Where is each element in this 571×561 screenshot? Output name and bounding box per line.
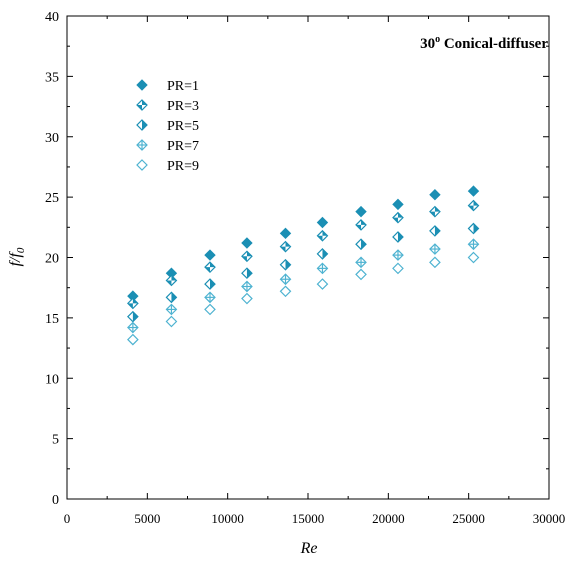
- data-point-series-4: [392, 249, 404, 261]
- data-point-series-2: [316, 229, 329, 242]
- data-point-series-3: [165, 291, 178, 304]
- legend-marker-series-3: [136, 119, 148, 131]
- data-point-series-4: [355, 256, 367, 269]
- data-point-series-2: [241, 250, 253, 263]
- legend-marker-series-4: [136, 139, 148, 151]
- y-axis-label-main: f/f: [7, 251, 24, 267]
- data-point-series-4: [467, 238, 480, 251]
- x-tick-label: 10000: [211, 511, 244, 526]
- legend-label-series-5: PR=9: [167, 159, 199, 174]
- data-point-series-5: [429, 256, 441, 269]
- data-point-series-1: [204, 249, 216, 261]
- data-point-series-5: [467, 251, 480, 264]
- chart-title: 30o Conical-diffuser: [420, 34, 548, 52]
- data-point-series-2: [204, 261, 216, 274]
- legend-label-series-4: PR=7: [167, 139, 199, 154]
- data-point-series-5: [279, 285, 292, 298]
- y-axis-label-subscript: 0: [15, 247, 27, 253]
- y-tick-label: 35: [45, 70, 59, 85]
- data-point-series-4: [204, 291, 216, 304]
- chart-title-text: Conical-diffuser: [440, 36, 548, 52]
- data-point-series-3: [355, 238, 367, 251]
- legend-marker-series-2: [136, 99, 148, 111]
- data-point-series-1: [279, 227, 292, 240]
- data-point-series-1: [355, 205, 367, 218]
- data-point-series-4: [429, 243, 441, 255]
- data-point-series-2: [392, 211, 404, 224]
- data-point-series-4: [316, 262, 329, 275]
- data-point-series-3: [392, 231, 404, 243]
- data-point-series-2: [467, 199, 480, 212]
- tick-labels: 0 5000 10000 15000 20000 25000 30000 0 5 10 15 20 25…: [45, 10, 565, 526]
- data-point-series-5: [204, 303, 216, 316]
- x-axis-label: Re: [300, 540, 318, 557]
- data-point-series-1: [241, 237, 253, 249]
- x-tick-label: 20000: [372, 511, 405, 526]
- data-point-series-3: [467, 222, 480, 235]
- data-point-series-2: [165, 274, 178, 287]
- y-tick-label: 10: [45, 372, 59, 387]
- data-point-series-4: [241, 280, 253, 293]
- y-axis-label: f/f0: [7, 247, 27, 266]
- data-point-series-5: [392, 262, 404, 275]
- y-tick-label: 40: [45, 10, 59, 25]
- data-point-series-3: [279, 258, 292, 271]
- data-point-series-2: [429, 205, 441, 218]
- data-point-series-3: [316, 248, 329, 260]
- data-point-series-3: [127, 310, 139, 323]
- data-point-series-3: [241, 267, 253, 280]
- legend-marker-series-1: [136, 79, 148, 91]
- data-point-series-5: [165, 315, 178, 328]
- data-point-series-1: [429, 189, 441, 201]
- y-tick-label: 30: [45, 131, 59, 146]
- data-point-series-2: [355, 219, 367, 231]
- legend-label-series-3: PR=5: [167, 119, 199, 134]
- y-tick-label: 0: [52, 493, 59, 508]
- legend-label-series-1: PR=1: [167, 79, 199, 94]
- data-point-series-5: [127, 333, 139, 346]
- data-point-series-5: [241, 292, 253, 305]
- data-point-series-5: [316, 278, 329, 290]
- data-point-series-2: [279, 240, 292, 253]
- x-tick-label: 5000: [134, 511, 160, 526]
- data-point-series-4: [165, 303, 178, 316]
- y-tick-label: 25: [45, 191, 59, 206]
- data-point-series-1: [316, 216, 329, 229]
- chart-title-degree: o: [435, 34, 440, 45]
- data-point-series-1: [392, 198, 404, 211]
- chart-title-number: 30: [420, 36, 435, 52]
- x-tick-label: 15000: [292, 511, 325, 526]
- data-point-series-1: [467, 185, 480, 197]
- legend-label-series-2: PR=3: [167, 99, 199, 114]
- data-point-series-3: [204, 278, 216, 290]
- plot-frame: [66, 15, 550, 500]
- data-points: [127, 185, 480, 346]
- data-point-series-3: [429, 225, 441, 237]
- y-tick-label: 5: [52, 433, 59, 448]
- legend-marker-series-5: [136, 159, 148, 171]
- x-tick-label: 0: [64, 511, 71, 526]
- data-point-series-5: [355, 268, 367, 281]
- y-tick-label: 15: [45, 312, 59, 327]
- data-point-series-2: [127, 297, 139, 310]
- y-tick-label: 20: [45, 252, 59, 267]
- x-tick-label: 25000: [452, 511, 485, 526]
- data-point-series-4: [127, 321, 139, 334]
- data-point-series-4: [279, 273, 292, 286]
- legend: PR=1 PR=3 PR=5 PR=7 PR=9: [136, 79, 199, 174]
- x-tick-label: 30000: [533, 511, 566, 526]
